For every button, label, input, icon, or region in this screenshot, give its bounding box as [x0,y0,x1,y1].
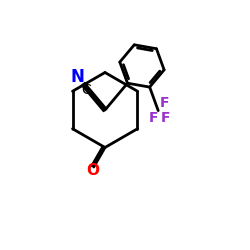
Text: N: N [71,68,85,86]
Text: F: F [148,111,158,125]
Text: C: C [82,84,91,98]
Text: F: F [161,111,170,125]
Text: F: F [160,96,170,110]
Text: O: O [86,163,99,178]
